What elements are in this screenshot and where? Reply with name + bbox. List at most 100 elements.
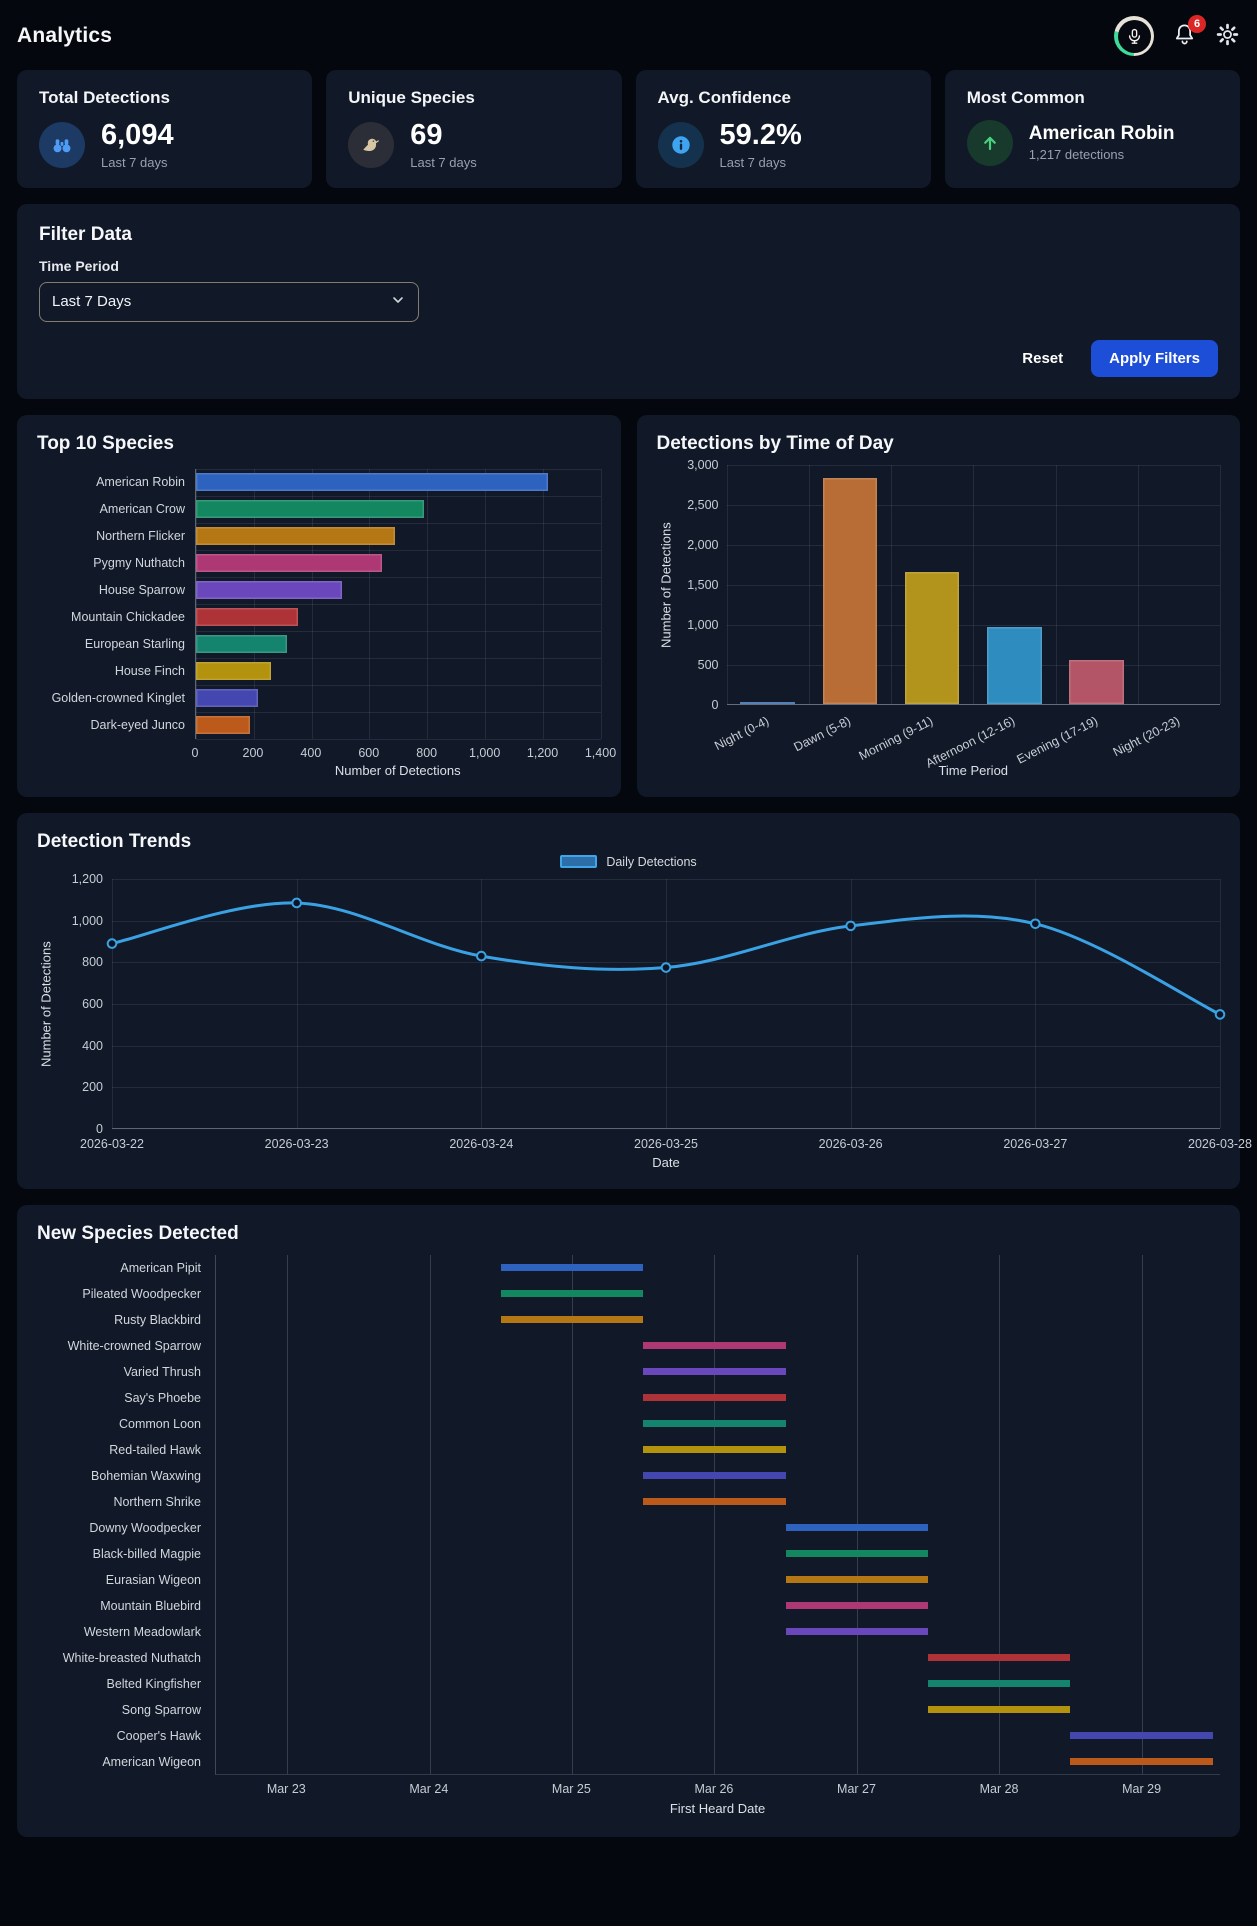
- species-label: White-breasted Nuthatch: [62, 1650, 201, 1665]
- time-of-day-title: Detections by Time of Day: [656, 432, 894, 454]
- stat-title: Unique Species: [348, 88, 475, 107]
- grid-line: [196, 468, 197, 739]
- species-label: Pileated Woodpecker: [82, 1286, 201, 1301]
- grid-line: [196, 576, 601, 578]
- first-heard-bar: [785, 1550, 929, 1558]
- grid-line: [311, 468, 313, 739]
- axis-tick-label: 2,000: [687, 537, 719, 552]
- first-heard-bar: [928, 1706, 1071, 1714]
- axis-tick-label: 1,200: [526, 745, 559, 760]
- time-of-day-bar: [740, 701, 795, 704]
- stat-subtitle: 1,217 detections: [1028, 147, 1125, 163]
- legend-daily-detections[interactable]: Daily Detections: [37, 855, 1220, 869]
- species-label: Eurasian Wigeon: [105, 1572, 201, 1587]
- axis-tick-label: Afternoon (12-16): [923, 713, 1018, 771]
- first-heard-bar: [785, 1524, 929, 1532]
- grid-line: [600, 468, 602, 739]
- time-of-day-bar: [822, 477, 877, 704]
- legend-label: Daily Detections: [606, 854, 697, 869]
- grid-line: [296, 878, 298, 1128]
- axis-tick-label: Mar 29: [1122, 1781, 1162, 1796]
- axis-tick-label: 200: [82, 1080, 103, 1095]
- axis-tick-label: 200: [242, 745, 264, 760]
- filter-title: Filter Data: [39, 223, 132, 245]
- grid-line: [726, 664, 1220, 666]
- axis-tick-label: 0: [96, 1121, 103, 1136]
- axis-tick-label: Mar 23: [266, 1781, 306, 1796]
- species-bar: [196, 635, 288, 654]
- first-heard-bar: [928, 1680, 1071, 1688]
- apply-filters-button[interactable]: Apply Filters: [1091, 339, 1218, 377]
- grid-line: [196, 495, 601, 497]
- axis-tick-label: 0: [191, 745, 199, 760]
- first-heard-bar: [643, 1498, 786, 1506]
- axis-tick-label: Mar 25: [551, 1781, 591, 1796]
- x-axis-title: Time Period: [938, 762, 1009, 778]
- data-point: [1214, 1009, 1226, 1020]
- microphone-button[interactable]: [1114, 16, 1154, 56]
- species-bar: [196, 581, 343, 600]
- time-of-day-bar: [904, 571, 960, 704]
- species-label: Say's Phoebe: [124, 1390, 201, 1405]
- category-label: European Starling: [84, 636, 185, 651]
- y-axis-title: Number of Detections: [658, 522, 673, 648]
- axis-tick-label: Morning (9-11): [856, 713, 936, 763]
- x-axis: Night (0-4) Dawn (5-8) Morning (9-11) After…: [712, 705, 1221, 771]
- new-species-title: New Species Detected: [37, 1222, 239, 1244]
- grid-line: [196, 549, 601, 551]
- axis-tick-label: 800: [82, 955, 103, 970]
- first-heard-bar: [500, 1290, 644, 1298]
- time-period-label: Time Period: [39, 257, 119, 274]
- species-label: Downy Woodpecker: [89, 1520, 201, 1535]
- stat-card-total-detections: Total Detections 6,094 Last 7 days: [17, 70, 313, 188]
- species-label: Western Meadowlark: [83, 1624, 201, 1639]
- grid-line: [1220, 464, 1221, 704]
- grid-line: [726, 544, 1220, 546]
- notifications-button[interactable]: 6: [1172, 15, 1206, 50]
- species-label: Belted Kingfisher: [106, 1676, 201, 1691]
- first-heard-bar: [643, 1420, 786, 1428]
- axis-tick-label: 600: [358, 745, 380, 760]
- species-label: Song Sparrow: [121, 1702, 201, 1717]
- species-label: Rusty Blackbird: [114, 1312, 201, 1327]
- axis-tick-label: 2026-03-27: [1003, 1136, 1068, 1151]
- axis-tick-label: Night (0-4): [711, 713, 771, 753]
- data-point: [845, 920, 856, 932]
- stat-card-most-common: Most Common American Robin 1,217 detecti…: [944, 70, 1240, 188]
- grid-line: [714, 1254, 716, 1774]
- time-period-select[interactable]: Last 7 Days: [39, 281, 419, 322]
- stat-title: Total Detections: [39, 88, 170, 107]
- grid-line: [196, 657, 601, 659]
- grid-line: [196, 603, 601, 605]
- grid-line: [112, 1003, 1220, 1005]
- species-bar: [196, 608, 299, 627]
- grid-line: [427, 468, 429, 739]
- time-period-value: Last 7 Days: [52, 293, 132, 311]
- category-label: Dark-eyed Junco: [90, 717, 186, 732]
- x-axis-title: Date: [652, 1154, 680, 1170]
- stat-subtitle: Last 7 days: [719, 154, 787, 170]
- axis-tick-label: 2026-03-22: [80, 1136, 144, 1151]
- trend-line: [106, 897, 1226, 1020]
- grid-line: [196, 738, 601, 740]
- new-species-panel: New Species Detected American Pipit Pilea…: [17, 1204, 1240, 1837]
- data-point: [1030, 918, 1041, 929]
- species-label: White-crowned Sparrow: [67, 1338, 201, 1353]
- species-bar: [196, 527, 395, 546]
- microphone-icon: [1117, 19, 1151, 53]
- charts-row: Top 10 Species American Robin American Cr…: [17, 414, 1240, 797]
- reset-button[interactable]: Reset: [1004, 341, 1081, 376]
- grid-line: [726, 624, 1220, 626]
- grid-line: [112, 878, 113, 1128]
- x-axis: 2026-03-22 2026-03-23 2026-03-24 2026-03-25…: [80, 1129, 1252, 1155]
- grid-line: [850, 878, 852, 1128]
- grid-line: [196, 630, 601, 632]
- stat-card-unique-species: Unique Species 69 Last 7 days: [326, 70, 622, 188]
- page-header: Analytics 6: [17, 14, 1240, 58]
- axis-tick-label: 2026-03-28: [1188, 1136, 1252, 1151]
- grid-line: [542, 468, 544, 739]
- settings-button[interactable]: [1215, 22, 1240, 50]
- first-heard-bar: [643, 1342, 786, 1350]
- grid-line: [112, 920, 1220, 922]
- axis-tick-label: Mar 27: [837, 1781, 876, 1796]
